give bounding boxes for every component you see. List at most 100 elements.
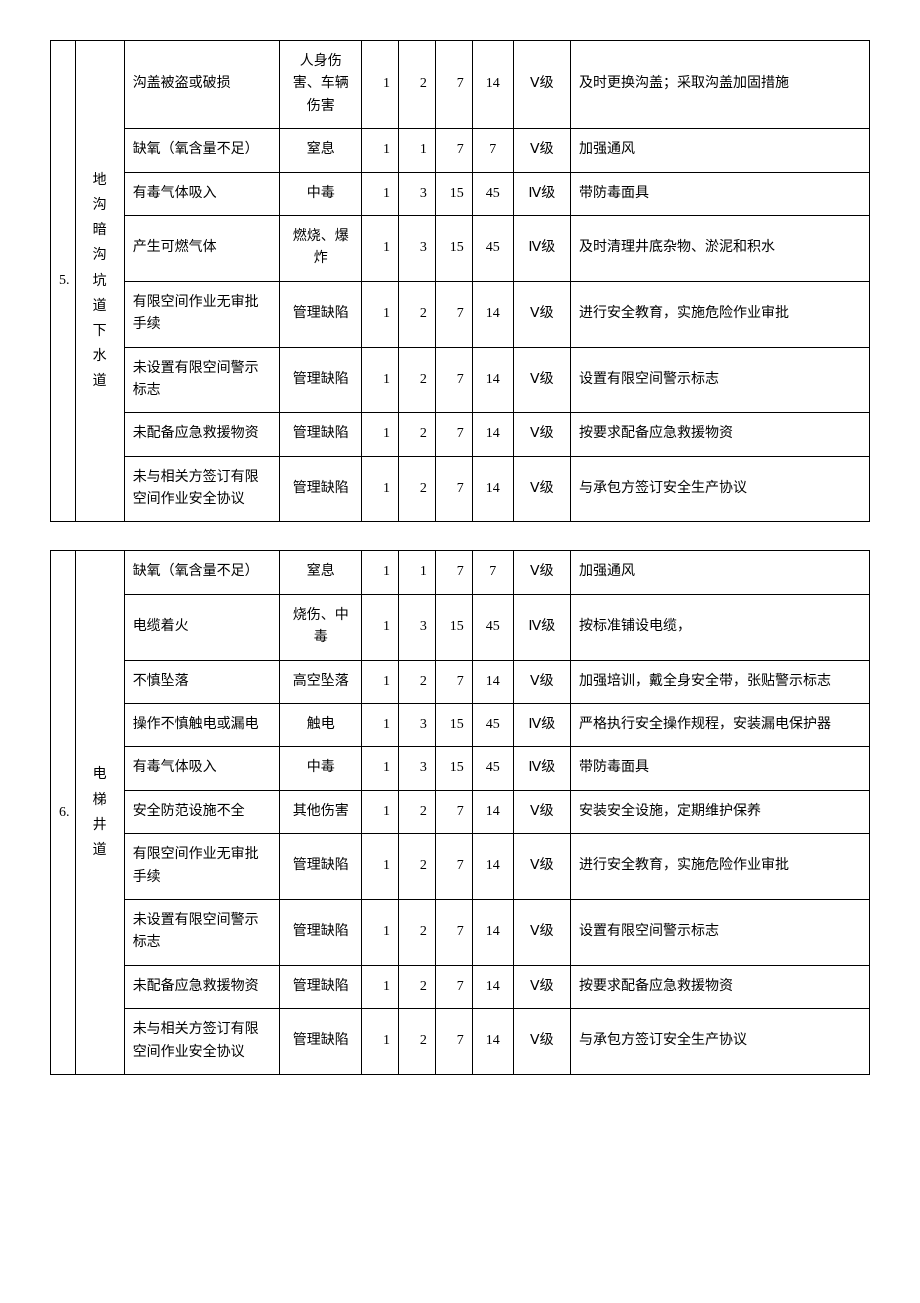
consequence-cell: 管理缺陷 bbox=[280, 413, 362, 456]
score-c: 7 bbox=[435, 899, 472, 965]
table-row: 电缆着火烧伤、中毒131545Ⅳ级按标准铺设电缆， bbox=[51, 594, 870, 660]
score-e: 2 bbox=[399, 965, 436, 1008]
score-c: 7 bbox=[435, 790, 472, 833]
measure-cell: 带防毒面具 bbox=[571, 172, 870, 215]
score-d: 14 bbox=[472, 790, 513, 833]
measure-cell: 与承包方签订安全生产协议 bbox=[571, 456, 870, 522]
measure-cell: 及时清理井底杂物、淤泥和积水 bbox=[571, 215, 870, 281]
hazard-cell: 未配备应急救援物资 bbox=[124, 965, 280, 1008]
score-d: 45 bbox=[472, 594, 513, 660]
table-row: 有毒气体吸入中毒131545Ⅳ级带防毒面具 bbox=[51, 747, 870, 790]
hazard-cell: 有毒气体吸入 bbox=[124, 172, 280, 215]
score-e: 2 bbox=[399, 660, 436, 703]
score-l: 1 bbox=[362, 41, 399, 129]
measure-cell: 加强通风 bbox=[571, 129, 870, 172]
score-e: 1 bbox=[399, 129, 436, 172]
measure-cell: 严格执行安全操作规程，安装漏电保护器 bbox=[571, 704, 870, 747]
consequence-cell: 管理缺陷 bbox=[280, 834, 362, 900]
level-cell: Ⅳ级 bbox=[513, 704, 570, 747]
score-l: 1 bbox=[362, 281, 399, 347]
table-row: 安全防范设施不全其他伤害12714Ⅴ级安装安全设施，定期维护保养 bbox=[51, 790, 870, 833]
table-row: 未与相关方签订有限空间作业安全协议管理缺陷12714Ⅴ级与承包方签订安全生产协议 bbox=[51, 1009, 870, 1075]
score-l: 1 bbox=[362, 413, 399, 456]
hazard-cell: 不慎坠落 bbox=[124, 660, 280, 703]
consequence-cell: 管理缺陷 bbox=[280, 347, 362, 413]
score-e: 3 bbox=[399, 594, 436, 660]
score-c: 15 bbox=[435, 172, 472, 215]
level-cell: Ⅳ级 bbox=[513, 747, 570, 790]
hazard-cell: 有限空间作业无审批手续 bbox=[124, 281, 280, 347]
score-d: 14 bbox=[472, 413, 513, 456]
risk-table: 5.地沟暗沟坑道下水道沟盖被盗或破损人身伤害、车辆伤害12714Ⅴ级及时更换沟盖… bbox=[50, 40, 870, 522]
score-l: 1 bbox=[362, 660, 399, 703]
score-c: 15 bbox=[435, 747, 472, 790]
score-e: 2 bbox=[399, 899, 436, 965]
score-d: 14 bbox=[472, 41, 513, 129]
level-cell: Ⅴ级 bbox=[513, 551, 570, 594]
hazard-cell: 操作不慎触电或漏电 bbox=[124, 704, 280, 747]
table-row: 未配备应急救援物资管理缺陷12714Ⅴ级按要求配备应急救援物资 bbox=[51, 965, 870, 1008]
score-l: 1 bbox=[362, 215, 399, 281]
table-row: 缺氧（氧含量不足）窒息1177Ⅴ级加强通风 bbox=[51, 129, 870, 172]
hazard-cell: 未设置有限空间警示标志 bbox=[124, 899, 280, 965]
score-d: 14 bbox=[472, 281, 513, 347]
measure-cell: 按要求配备应急救援物资 bbox=[571, 413, 870, 456]
table-row: 未配备应急救援物资管理缺陷12714Ⅴ级按要求配备应急救援物资 bbox=[51, 413, 870, 456]
table-row: 未设置有限空间警示标志管理缺陷12714Ⅴ级设置有限空间警示标志 bbox=[51, 347, 870, 413]
score-l: 1 bbox=[362, 834, 399, 900]
score-l: 1 bbox=[362, 899, 399, 965]
consequence-cell: 管理缺陷 bbox=[280, 965, 362, 1008]
measure-cell: 加强培训，戴全身安全带，张贴警示标志 bbox=[571, 660, 870, 703]
level-cell: Ⅴ级 bbox=[513, 281, 570, 347]
score-e: 2 bbox=[399, 413, 436, 456]
hazard-cell: 缺氧（氧含量不足） bbox=[124, 551, 280, 594]
level-cell: Ⅴ级 bbox=[513, 790, 570, 833]
score-d: 14 bbox=[472, 834, 513, 900]
score-c: 15 bbox=[435, 594, 472, 660]
measure-cell: 安装安全设施，定期维护保养 bbox=[571, 790, 870, 833]
level-cell: Ⅴ级 bbox=[513, 41, 570, 129]
consequence-cell: 窒息 bbox=[280, 551, 362, 594]
consequence-cell: 窒息 bbox=[280, 129, 362, 172]
level-cell: Ⅳ级 bbox=[513, 594, 570, 660]
score-e: 1 bbox=[399, 551, 436, 594]
measure-cell: 设置有限空间警示标志 bbox=[571, 899, 870, 965]
category-cell: 电梯井道 bbox=[75, 551, 124, 1074]
score-e: 2 bbox=[399, 790, 436, 833]
table-row: 未与相关方签订有限空间作业安全协议管理缺陷12714Ⅴ级与承包方签订安全生产协议 bbox=[51, 456, 870, 522]
consequence-cell: 管理缺陷 bbox=[280, 456, 362, 522]
score-l: 1 bbox=[362, 456, 399, 522]
score-c: 7 bbox=[435, 347, 472, 413]
hazard-cell: 缺氧（氧含量不足） bbox=[124, 129, 280, 172]
table-row: 产生可燃气体燃烧、爆炸131545Ⅳ级及时清理井底杂物、淤泥和积水 bbox=[51, 215, 870, 281]
level-cell: Ⅴ级 bbox=[513, 965, 570, 1008]
level-cell: Ⅴ级 bbox=[513, 129, 570, 172]
score-l: 1 bbox=[362, 1009, 399, 1075]
row-index: 5. bbox=[51, 41, 76, 522]
score-e: 3 bbox=[399, 215, 436, 281]
table-row: 有限空间作业无审批手续管理缺陷12714Ⅴ级进行安全教育，实施危险作业审批 bbox=[51, 834, 870, 900]
score-d: 7 bbox=[472, 551, 513, 594]
table-row: 有毒气体吸入中毒131545Ⅳ级带防毒面具 bbox=[51, 172, 870, 215]
measure-cell: 按要求配备应急救援物资 bbox=[571, 965, 870, 1008]
risk-table: 6.电梯井道缺氧（氧含量不足）窒息1177Ⅴ级加强通风电缆着火烧伤、中毒1315… bbox=[50, 550, 870, 1074]
score-l: 1 bbox=[362, 594, 399, 660]
score-e: 3 bbox=[399, 172, 436, 215]
table-row: 6.电梯井道缺氧（氧含量不足）窒息1177Ⅴ级加强通风 bbox=[51, 551, 870, 594]
table-row: 5.地沟暗沟坑道下水道沟盖被盗或破损人身伤害、车辆伤害12714Ⅴ级及时更换沟盖… bbox=[51, 41, 870, 129]
measure-cell: 加强通风 bbox=[571, 551, 870, 594]
consequence-cell: 管理缺陷 bbox=[280, 899, 362, 965]
consequence-cell: 其他伤害 bbox=[280, 790, 362, 833]
score-d: 45 bbox=[472, 172, 513, 215]
score-d: 45 bbox=[472, 747, 513, 790]
score-c: 7 bbox=[435, 129, 472, 172]
hazard-cell: 有毒气体吸入 bbox=[124, 747, 280, 790]
score-l: 1 bbox=[362, 172, 399, 215]
score-d: 45 bbox=[472, 215, 513, 281]
score-c: 15 bbox=[435, 704, 472, 747]
score-l: 1 bbox=[362, 129, 399, 172]
score-d: 14 bbox=[472, 347, 513, 413]
consequence-cell: 燃烧、爆炸 bbox=[280, 215, 362, 281]
score-c: 7 bbox=[435, 281, 472, 347]
score-e: 3 bbox=[399, 704, 436, 747]
